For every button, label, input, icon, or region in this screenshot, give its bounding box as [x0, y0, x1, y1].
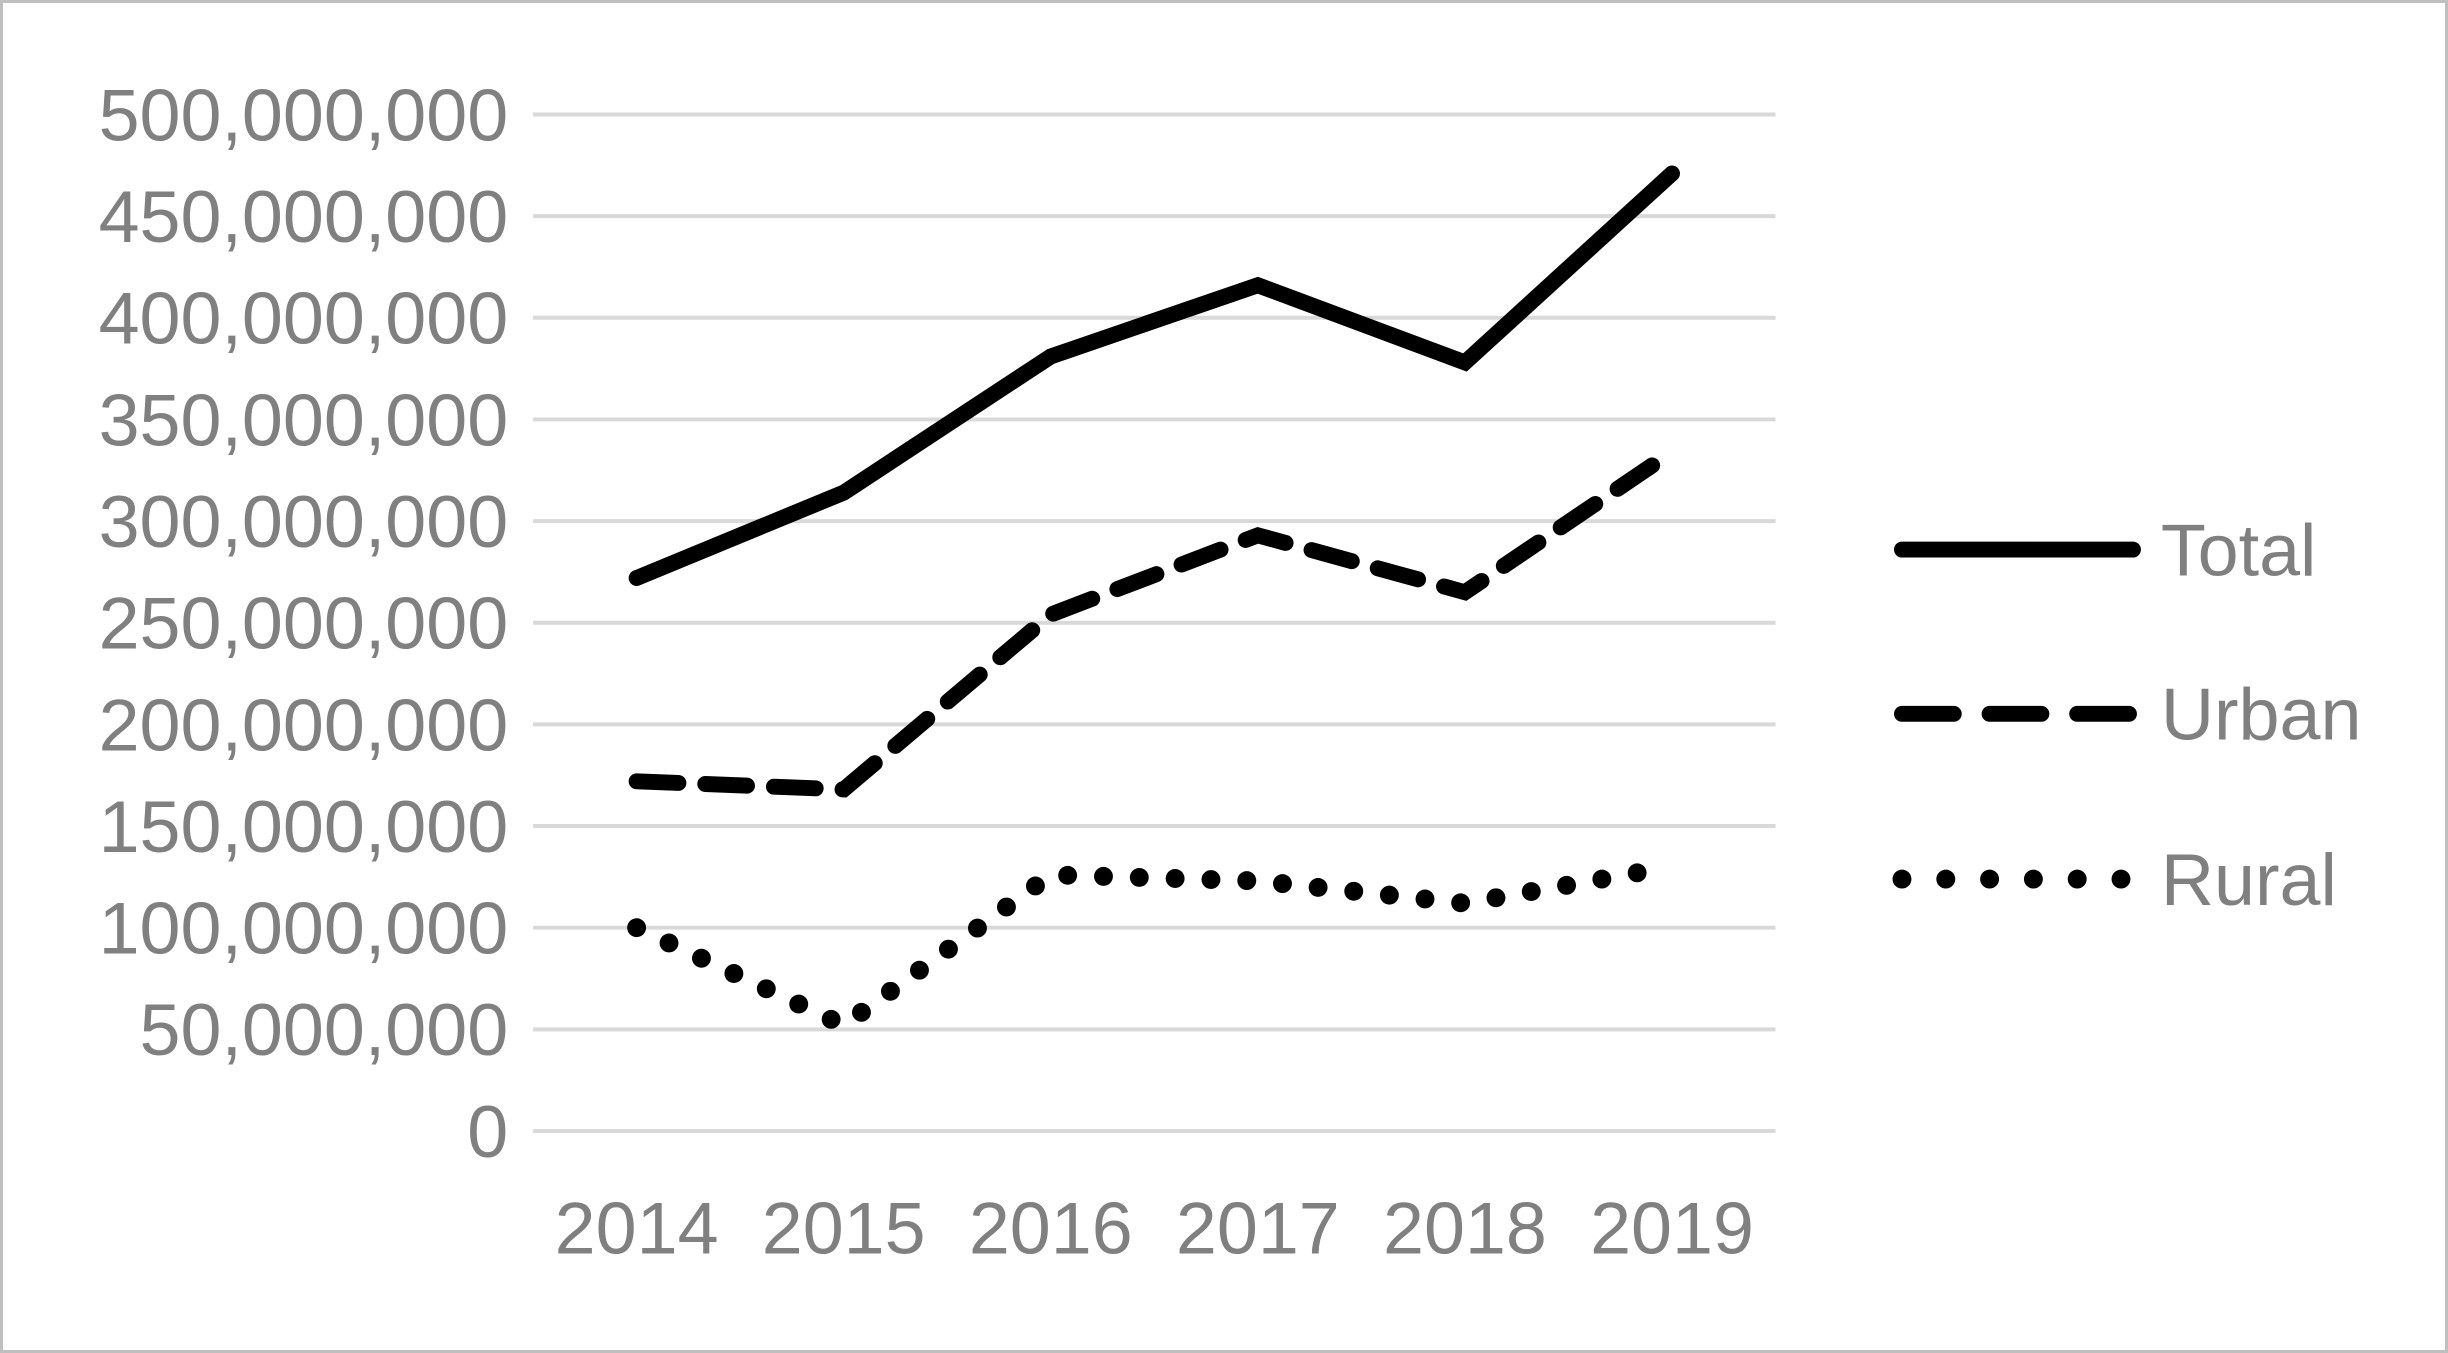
line-chart: 0 50,000,000 100,000,000 150,000,000 200,000…	[99, 73, 2362, 1269]
x-tick-label-2019: 2019	[1590, 1186, 1754, 1269]
y-tick-label: 200,000,000	[99, 683, 509, 766]
x-tick-label-2014: 2014	[555, 1186, 719, 1269]
y-tick-label: 50,000,000	[140, 988, 509, 1071]
y-tick-label: 300,000,000	[99, 480, 509, 563]
y-tick-label: 150,000,000	[99, 785, 509, 868]
legend-item-rural: Rural	[1892, 838, 2337, 921]
y-tick-label: 0	[467, 1090, 508, 1173]
y-tick-label: 450,000,000	[99, 175, 509, 258]
series-lines	[627, 165, 1682, 1037]
x-tick-label-2015: 2015	[762, 1186, 926, 1269]
x-tick-label-2017: 2017	[1176, 1186, 1340, 1269]
x-axis-tick-labels: 2014 2015 2016 2017 2018 2019	[555, 1186, 1754, 1269]
x-tick-label-2016: 2016	[969, 1186, 1133, 1269]
y-tick-label: 100,000,000	[99, 887, 509, 970]
y-tick-label: 250,000,000	[99, 582, 509, 665]
legend-label-urban: Urban	[2161, 673, 2362, 756]
legend: Total Urban Rural	[1892, 508, 2362, 921]
gridlines	[533, 112, 1776, 1133]
legend-label-total: Total	[2161, 508, 2317, 591]
legend-label-rural: Rural	[2161, 838, 2337, 921]
series-line-urban	[628, 444, 1680, 798]
series-line-total	[628, 165, 1680, 586]
y-tick-label: 500,000,000	[99, 73, 509, 156]
y-tick-label: 400,000,000	[99, 277, 509, 360]
y-tick-label: 350,000,000	[99, 378, 509, 461]
y-axis-tick-labels: 0 50,000,000 100,000,000 150,000,000 200,000…	[99, 73, 509, 1172]
series-line-rural	[627, 857, 1682, 1037]
legend-item-total: Total	[1894, 508, 2317, 591]
x-tick-label-2018: 2018	[1383, 1186, 1547, 1269]
legend-item-urban: Urban	[1894, 673, 2362, 756]
